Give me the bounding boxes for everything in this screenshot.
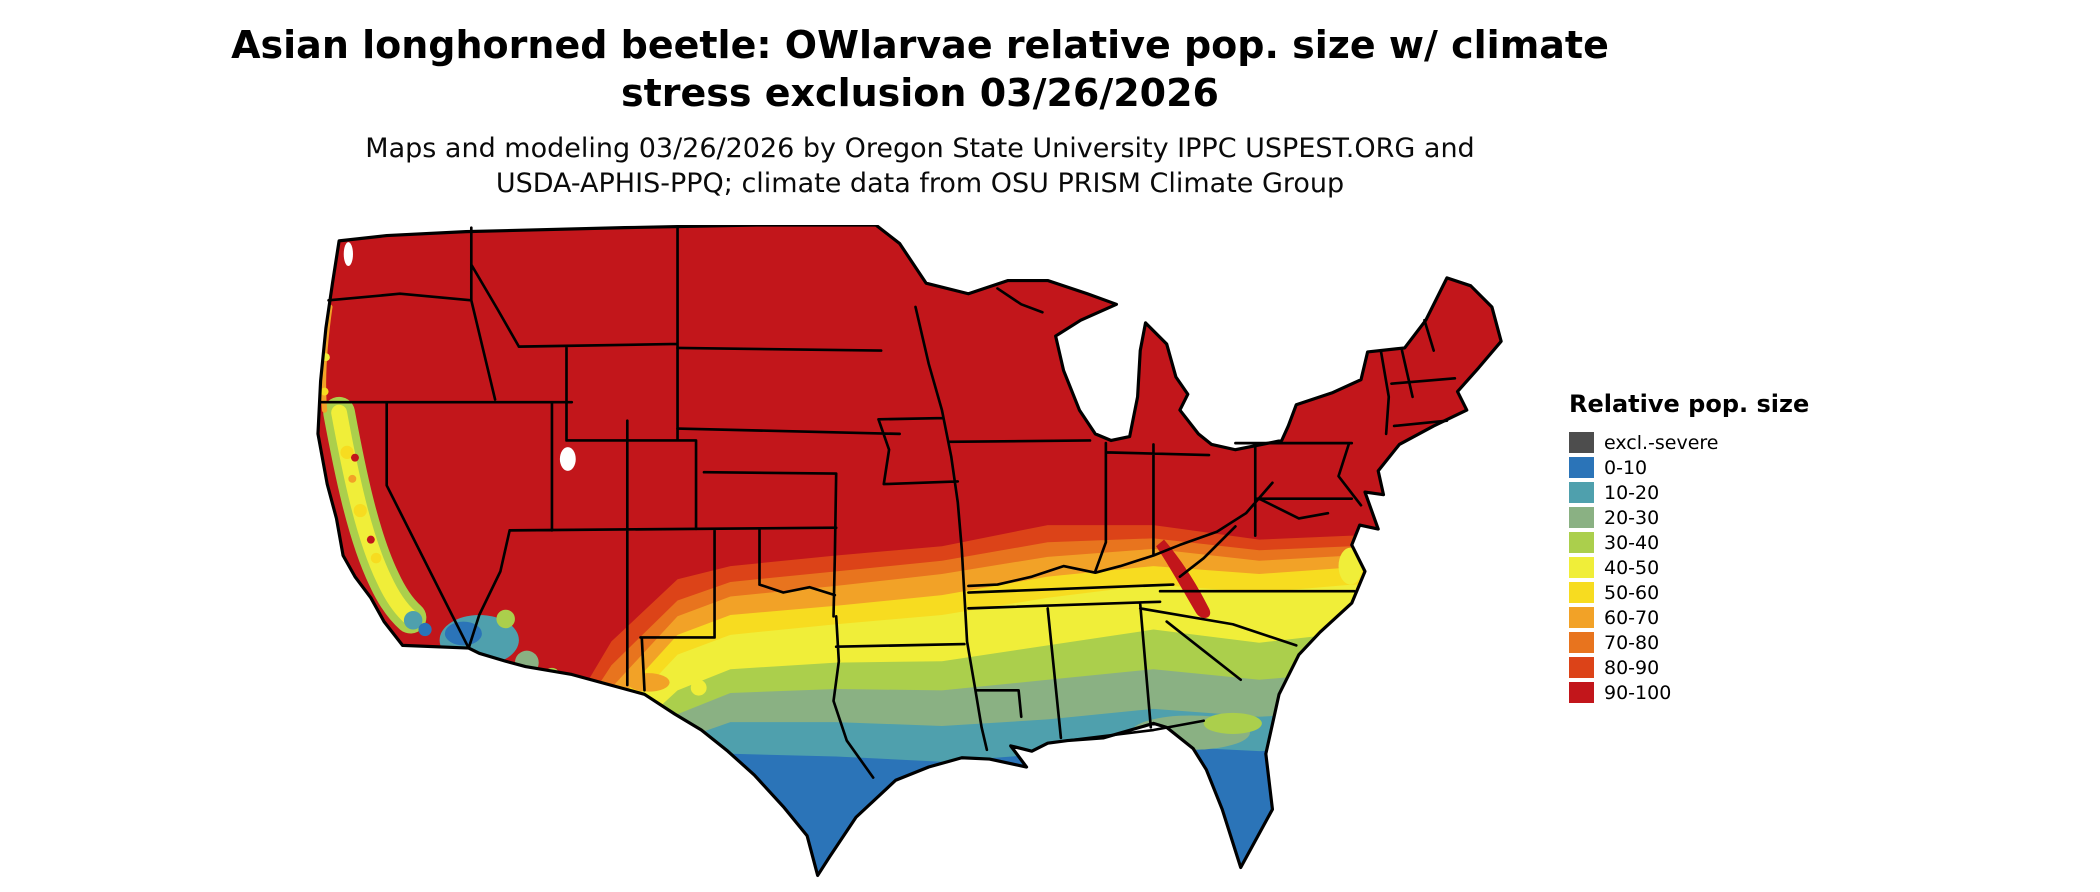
patch-arizona-green-3 [496, 609, 515, 629]
patch-california-red-2 [366, 535, 375, 544]
puget-sound [343, 242, 353, 266]
state-borders-east [967, 441, 1363, 742]
legend-swatch-60-70 [1569, 607, 1594, 628]
legend-label: 50-60 [1604, 581, 1660, 604]
legend-row: 60-70 [1569, 605, 1809, 630]
legend-swatch-40-50 [1569, 557, 1594, 578]
page-title: Asian longhorned beetle: OWlarvae relati… [0, 22, 1840, 117]
legend-row: 30-40 [1569, 530, 1809, 555]
legend-swatch-80-90 [1569, 657, 1594, 678]
patch-arizona-green-1 [514, 650, 539, 675]
legend-row: 10-20 [1569, 480, 1809, 505]
band-20-30 [473, 669, 1502, 876]
legend-label: 80-90 [1604, 656, 1660, 679]
state-borders-west [319, 226, 838, 692]
legend-label: 30-40 [1604, 531, 1660, 554]
legend-swatch-0-10 [1569, 457, 1594, 478]
patch-california-gold-1 [340, 445, 354, 459]
legend-swatch-excl-severe [1569, 432, 1594, 453]
legend-title: Relative pop. size [1569, 390, 1810, 418]
legend-swatch-50-60 [1569, 582, 1594, 603]
legend-label: 90-100 [1604, 681, 1672, 704]
legend-label: 70-80 [1604, 631, 1660, 654]
band-0-10 [476, 745, 1502, 876]
patch-california-orange [348, 474, 357, 483]
legend-row: 20-30 [1569, 505, 1809, 530]
legend-row: excl.-severe [1569, 430, 1809, 455]
legend-label: 10-20 [1604, 481, 1660, 504]
patch-socal-teal [403, 611, 423, 630]
title-line-2: stress exclusion 03/26/2026 [621, 70, 1219, 115]
legend: Relative pop. size excl.-severe 0-10 10-… [1569, 390, 1809, 705]
legend-row: 0-10 [1569, 455, 1809, 480]
legend-label: 40-50 [1604, 556, 1660, 579]
patch-california-red-1 [351, 453, 359, 462]
band-10-20 [475, 708, 1502, 876]
patch-nw-coast-gold [320, 387, 329, 396]
page-subtitle: Maps and modeling 03/26/2026 by Oregon S… [0, 131, 1840, 201]
patch-california-gold-3 [370, 552, 382, 564]
legend-label: 20-30 [1604, 506, 1660, 529]
patch-north-florida-yellowgreen [1203, 712, 1262, 734]
legend-row: 40-50 [1569, 555, 1809, 580]
legend-label: 60-70 [1604, 606, 1660, 629]
state-borders-central [676, 287, 1092, 779]
patch-appalachian-red-tongue [1156, 539, 1211, 619]
legend-row: 70-80 [1569, 630, 1809, 655]
patch-new-mexico-yellow [690, 679, 707, 696]
legend-swatch-20-30 [1569, 507, 1594, 528]
legend-swatch-10-20 [1569, 482, 1594, 503]
great-salt-lake [559, 447, 576, 471]
us-map [316, 223, 1503, 878]
title-line-1: Asian longhorned beetle: OWlarvae relati… [231, 23, 1609, 67]
legend-swatch-30-40 [1569, 532, 1594, 553]
subtitle-line-2: USDA-APHIS-PPQ; climate data from OSU PR… [495, 168, 1345, 200]
title-block: Asian longhorned beetle: OWlarvae relati… [0, 22, 1840, 201]
legend-label: 0-10 [1604, 456, 1648, 479]
legend-label: excl.-severe [1604, 431, 1719, 454]
legend-entries: excl.-severe 0-10 10-20 20-30 30-40 40-5… [1569, 430, 1809, 705]
state-borders [319, 226, 1457, 779]
patch-california-gold-2 [353, 503, 367, 518]
patch-new-mexico-orange [627, 673, 670, 692]
patch-socal-blue [418, 622, 432, 637]
state-borders-northeast [1379, 318, 1457, 436]
patch-virginia-coast-yellow [1338, 547, 1363, 585]
legend-row: 90-100 [1569, 680, 1809, 705]
legend-swatch-90-100 [1569, 682, 1594, 703]
legend-swatch-70-80 [1569, 632, 1594, 653]
legend-row: 80-90 [1569, 655, 1809, 680]
subtitle-line-1: Maps and modeling 03/26/2026 by Oregon S… [365, 133, 1475, 164]
legend-row: 50-60 [1569, 580, 1809, 605]
map-area [305, 223, 1526, 886]
